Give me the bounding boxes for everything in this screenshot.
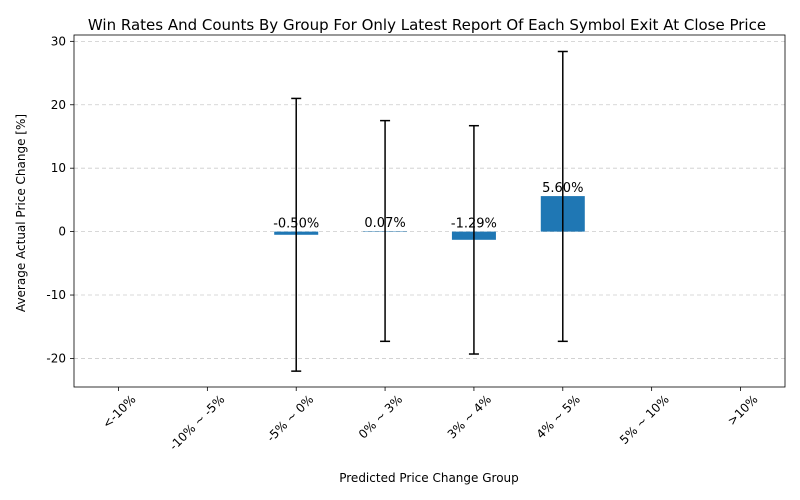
y-tick-label: -10	[46, 288, 66, 302]
bar-layer	[274, 196, 585, 240]
x-tick-label: 4% ~ 5%	[534, 392, 583, 441]
x-tick-label: <-10%	[100, 392, 139, 431]
x-axis-label: Predicted Price Change Group	[339, 471, 519, 485]
bar-value-label: 5.60%	[542, 181, 583, 196]
y-tick-label: 10	[51, 161, 66, 175]
bar-value-label: -0.50%	[273, 217, 319, 232]
grid-layer	[74, 40, 785, 359]
chart-title: Win Rates And Counts By Group For Only L…	[88, 16, 766, 34]
label-layer: -0.50% 0.07% -1.29% 5.60%	[273, 181, 583, 232]
y-axis-label: Average Actual Price Change [%]	[14, 114, 28, 312]
y-tick-label: 30	[51, 34, 66, 48]
x-tick-label: 5% ~ 10%	[617, 392, 672, 447]
error-layer	[291, 50, 568, 372]
x-tick-label: -10% ~ -5%	[167, 392, 228, 453]
y-tick-label: 0	[58, 225, 66, 239]
x-tick-label: 0% ~ 3%	[356, 392, 405, 441]
x-tick-label: -5% ~ 0%	[264, 392, 316, 444]
y-tick-label: 20	[51, 98, 66, 112]
axis-layer: -20 -10 0 10 20 30 <-10% -10% ~ -5% -5% ~ 0% 0% ~…	[46, 34, 786, 453]
x-tick-label: >10%	[725, 392, 761, 428]
bar-value-label: 0.07%	[364, 216, 405, 231]
x-tick-label: 3% ~ 4%	[445, 392, 494, 441]
y-tick-label: -20	[46, 351, 66, 365]
plot-frame	[73, 34, 786, 388]
bar-value-label: -1.29%	[451, 217, 497, 232]
